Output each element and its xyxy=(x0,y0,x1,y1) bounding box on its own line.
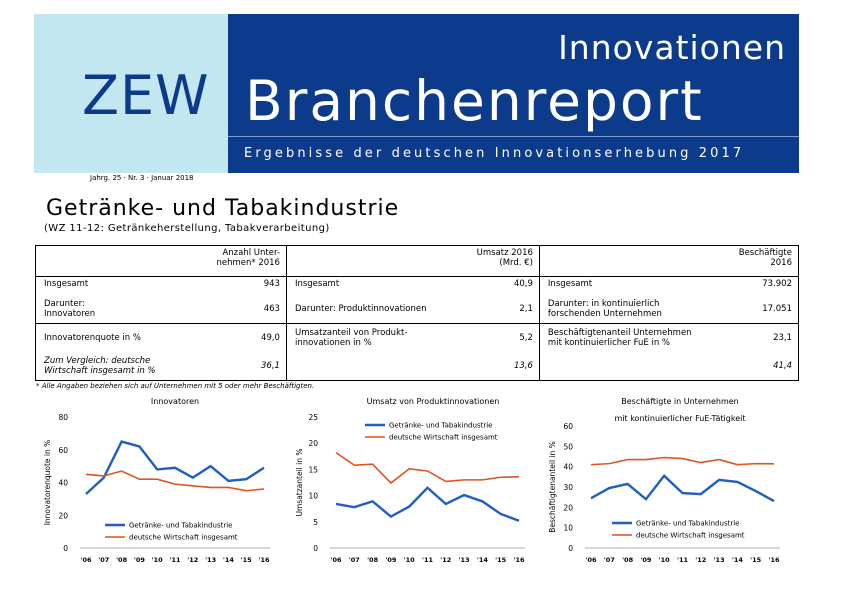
chart1-x-tick: '11 xyxy=(169,556,181,564)
chart2-x-tick: '10 xyxy=(404,556,416,564)
chart2-y-tick: 5 xyxy=(313,518,318,527)
chart3-y-tick: 0 xyxy=(568,544,573,553)
chart1-x-tick: '08 xyxy=(116,556,128,564)
chart1-x-tick: '10 xyxy=(152,556,164,564)
chart2-y-label: Umsatzanteil in % xyxy=(295,449,304,517)
chart2-x-tick: '12 xyxy=(440,556,451,564)
chart1-legend-label: Getränke- und Tabakindustrie xyxy=(129,522,232,530)
chart3-y-tick: 40 xyxy=(563,463,573,472)
chart2-x-tick: '16 xyxy=(513,556,525,564)
footnote: * Alle Angaben beziehen sich auf Unterne… xyxy=(36,382,315,390)
chart3-title: Beschäftigte in Unternehmen mit kontinuie… xyxy=(614,397,746,423)
chart2-y-tick: 25 xyxy=(308,413,318,422)
chart3-y-label: Beschäftigtenanteil in % xyxy=(548,441,557,533)
chart2-y-tick: 10 xyxy=(308,492,318,501)
chart2-x-tick: '15 xyxy=(495,556,507,564)
key-figures-table: Anzahl Unter-nehmen* 2016 Umsatz 2016 (Mr… xyxy=(35,245,800,381)
chart3-y-tick: 50 xyxy=(563,442,573,451)
chart3-legend-label: deutsche Wirtschaft insgesamt xyxy=(636,532,745,540)
chart3-x-tick: '06 xyxy=(585,556,597,564)
chart3-y-tick: 10 xyxy=(563,524,573,533)
chart3-x-tick: '12 xyxy=(695,556,706,564)
chart1-x-tick: '14 xyxy=(223,556,235,564)
chart3-y-tick: 60 xyxy=(563,422,573,431)
col-header-companies: Anzahl Unter-nehmen* 2016 xyxy=(35,245,287,277)
chart3-x-tick: '08 xyxy=(622,556,634,564)
zew-logo: ZEW xyxy=(82,64,210,127)
chart2-x-tick: '11 xyxy=(422,556,434,564)
col-header-employees: Beschäftigte 2016 xyxy=(538,245,800,277)
chart3-y-tick: 20 xyxy=(563,503,573,512)
chart2-y-tick: 0 xyxy=(313,544,318,553)
chart3-x-tick: '14 xyxy=(732,556,744,564)
chart3-y-tick: 30 xyxy=(563,483,573,492)
chart3-x-tick: '07 xyxy=(604,556,615,564)
chart1-title: Innovatoren xyxy=(150,397,200,406)
chart2-x-tick: '14 xyxy=(477,556,489,564)
chart2-y-tick: 20 xyxy=(308,439,318,448)
chart1-y-label: Innovatorenquote in % xyxy=(43,440,52,526)
chart1-y-tick: 20 xyxy=(58,511,68,520)
chart1-x-tick: '09 xyxy=(134,556,146,564)
issue-info: Jahrg. 25 · Nr. 3 · Januar 2018 xyxy=(90,174,194,182)
series-title: Innovationen xyxy=(558,28,786,67)
chart1-y-tick: 40 xyxy=(58,479,68,488)
chart1-y-tick: 80 xyxy=(58,413,68,422)
chart3-x-tick: '15 xyxy=(750,556,762,564)
table-row: Innovatorenquote in % 49,0 Umsatzanteil … xyxy=(35,323,799,352)
table-row: Darunter: Innovatoren 463 Darunter: Prod… xyxy=(35,295,799,324)
chart3-x-tick: '09 xyxy=(640,556,652,564)
chart3-series-1-line xyxy=(590,474,775,503)
chart2-legend-label: Getränke- und Tabakindustrie xyxy=(389,422,492,430)
chart3-x-tick: '10 xyxy=(659,556,671,564)
chart3-legend-label: Getränke- und Tabakindustrie xyxy=(636,520,739,528)
col-header-revenue: Umsatz 2016 (Mrd. €) xyxy=(285,245,540,277)
chart1-x-tick: '16 xyxy=(258,556,270,564)
chart1-x-tick: '07 xyxy=(98,556,109,564)
chart1-x-tick: '15 xyxy=(241,556,253,564)
chart2-x-tick: '07 xyxy=(349,556,360,564)
report-name: Branchenreport xyxy=(245,69,704,133)
chart2-legend-label: deutsche Wirtschaft insgesamt xyxy=(389,434,498,442)
chart3-x-tick: '11 xyxy=(677,556,689,564)
header-subtitle: Ergebnisse der deutschen Innovationserhe… xyxy=(244,146,745,161)
header-title-panel xyxy=(228,14,799,173)
chart2-x-tick: '08 xyxy=(367,556,379,564)
table-row: Insgesamt 943 Insgesamt 40,9 Insgesamt 7… xyxy=(35,276,799,295)
chart2-x-tick: '13 xyxy=(459,556,470,564)
chart3-x-tick: '13 xyxy=(714,556,725,564)
page-title: Getränke- und Tabakindustrie xyxy=(46,196,400,221)
chart1-y-tick: 60 xyxy=(58,446,68,455)
chart2-y-tick: 15 xyxy=(308,465,318,474)
chart2-title: Umsatz von Produktinnovationen xyxy=(366,397,500,406)
table-row: Zum Vergleich: deutsche Wirtschaft insge… xyxy=(35,352,799,381)
header-divider xyxy=(228,136,799,137)
chart2-x-tick: '06 xyxy=(330,556,342,564)
chart1-x-tick: '12 xyxy=(187,556,198,564)
chart2-series-2-line xyxy=(335,451,520,485)
header-logo-panel xyxy=(34,14,228,173)
chart2-series-1-line xyxy=(335,486,520,522)
chart3-series-2-line xyxy=(590,456,775,466)
chart1-y-tick: 0 xyxy=(63,544,68,553)
chart1-x-tick: '06 xyxy=(80,556,92,564)
chart1-legend-label: deutsche Wirtschaft insgesamt xyxy=(129,534,238,542)
chart1-x-tick: '13 xyxy=(205,556,216,564)
chart2-x-tick: '09 xyxy=(385,556,397,564)
chart3-x-tick: '16 xyxy=(768,556,780,564)
sector-code: (WZ 11-12: Getränkeherstellung, Tabakver… xyxy=(44,223,330,234)
